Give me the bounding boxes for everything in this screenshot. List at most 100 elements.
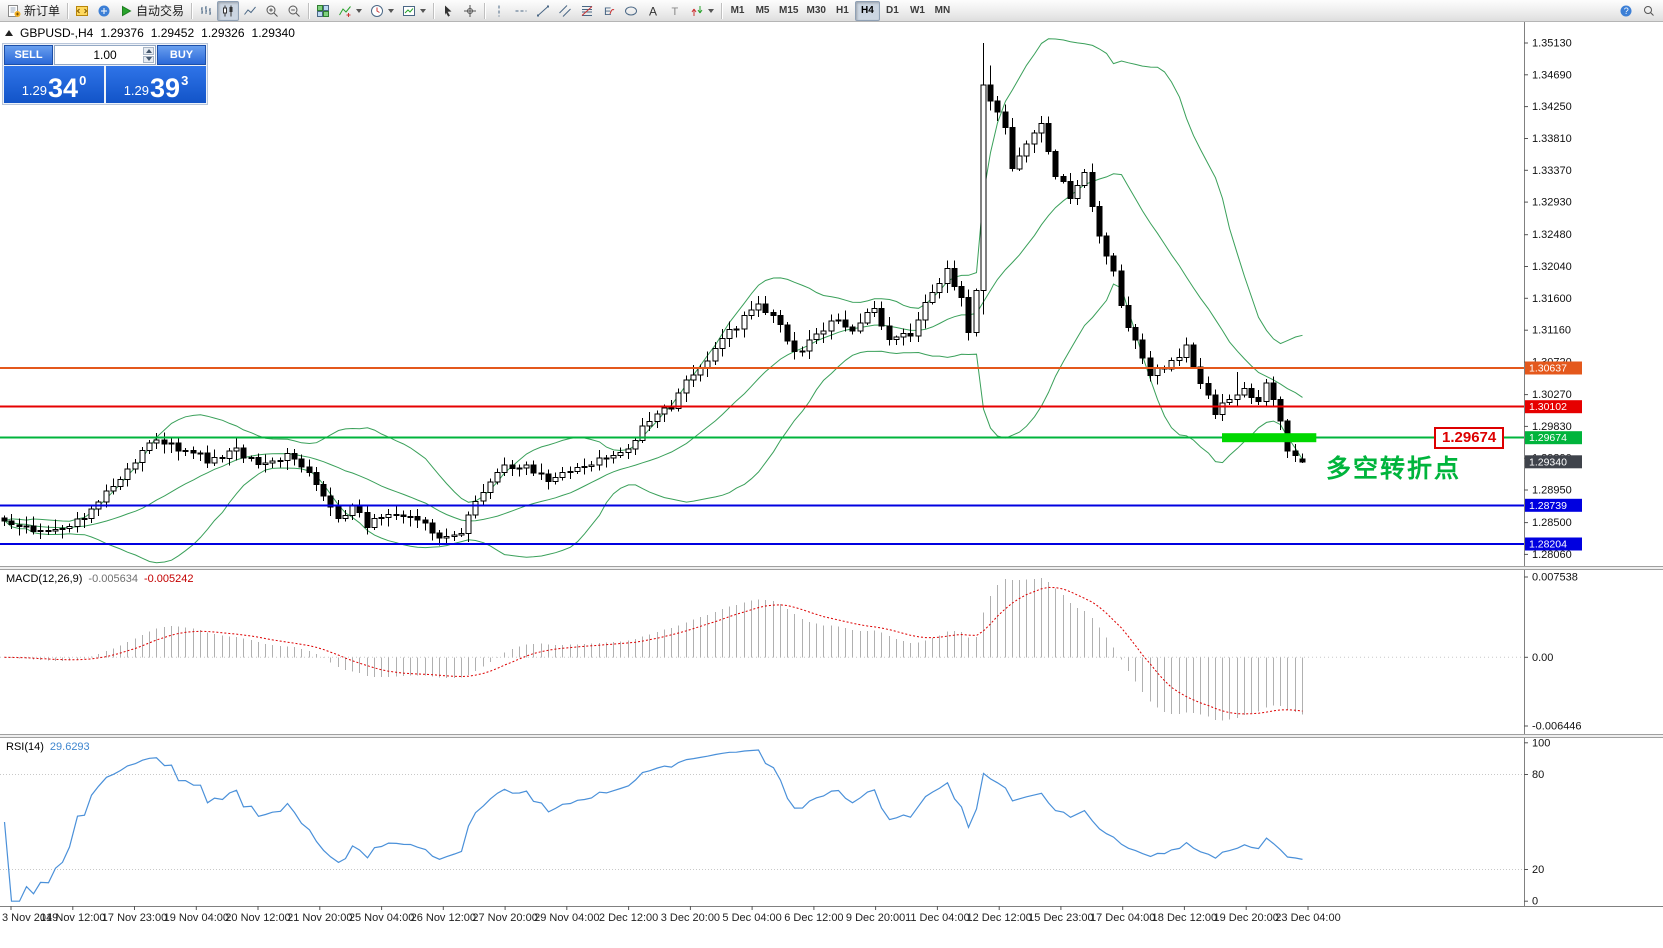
templates-button[interactable] [398,1,430,21]
high-value: 1.29452 [150,26,195,40]
vertical-line-button[interactable] [488,1,510,21]
macd-name: MACD(12,26,9) [6,573,83,585]
fibonacci-button[interactable] [576,1,598,21]
new-order-button[interactable]: 新订单 [3,1,64,21]
line-mode-button[interactable] [239,1,261,21]
tf-m30-button[interactable]: M30 [806,5,826,16]
toolbar-right-group: ? [1615,1,1660,21]
shapes-button[interactable] [620,1,642,21]
price-chart-canvas[interactable]: 1.35130 1.34690 1.34250 1.33810 1.33370 1.329… [0,22,1663,948]
crosshair-button[interactable] [459,1,481,21]
price-box-1.28739 [1525,498,1582,512]
price-box-label: 1.30102 [1529,401,1567,413]
time-tick-label: 3 Nov 2019 [2,912,58,924]
channel-icon [558,4,572,18]
tf-d1-button[interactable]: D1 [886,5,899,16]
volume-field[interactable]: 1.00 [54,45,156,65]
tf-m1-button[interactable]: M1 [730,5,745,16]
scale-tick-label: 1.32480 [1532,229,1572,241]
volume-down-button[interactable] [143,55,154,63]
time-tick-label: 29 Nov 04:00 [534,912,599,924]
dropdown-caret-icon [708,8,715,13]
search-icon [1642,4,1656,18]
help-button[interactable]: ? [1615,1,1637,21]
price-callout-label[interactable]: 1.29674 [1434,427,1505,449]
candles-mode-button[interactable] [217,0,240,21]
macd-signal-line [4,586,1303,715]
label-button[interactable]: T [664,1,686,21]
indicators-button[interactable] [334,1,366,21]
time-tick-label: 27 Nov 20:00 [472,912,537,924]
tf-w1-button[interactable]: W1 [909,5,925,16]
time-tick-label: 12 Dec 12:00 [966,912,1031,924]
elliott-icon: E [602,4,616,18]
dropdown-caret-icon [356,8,363,13]
help-icon: ? [1619,4,1633,18]
trendline-button[interactable] [532,1,554,21]
bear-candles [1,84,1306,539]
new-order-button-label: 新订单 [24,3,61,18]
rsi-name: RSI(14) [6,741,44,753]
trade-panel-collapse-icon[interactable] [5,30,13,36]
sell-price-display[interactable]: 1.29 34 0 [4,66,104,103]
market-button[interactable] [93,1,115,21]
zoom-out-icon [287,4,301,18]
market-icon [97,4,111,18]
toolbar-separator [484,2,486,19]
zoom-out-button[interactable] [283,1,305,21]
macd-histogram [11,578,1303,721]
search-button[interactable] [1638,1,1660,21]
dropdown-caret-icon [388,8,395,13]
zoom-in-button[interactable] [261,1,283,21]
arrows-button[interactable] [686,1,718,21]
highlight-bar[interactable] [1222,433,1317,443]
bars-mode-button[interactable] [195,1,217,21]
indicators-icon [338,4,352,18]
volume-value: 1.00 [93,48,117,62]
turning-point-annotation[interactable]: 多空转折点 [1326,455,1462,483]
bid-big-digits: 34 [48,73,79,104]
bid-prefix: 1.29 [21,83,48,98]
periods-button[interactable] [366,1,398,21]
low-value: 1.29326 [201,26,245,40]
scale-tick-label: 1.28060 [1532,549,1572,561]
autotrading-button[interactable]: 自动交易 [115,1,188,21]
text-button[interactable]: A [642,1,664,21]
time-tick-label: 2 Dec 12:00 [599,912,658,924]
scale-tick-label: 1.32040 [1532,261,1572,273]
elliott-wave-button[interactable]: E [598,1,620,21]
time-tick-label: 21 Nov 20:00 [287,912,352,924]
price-box-label: 1.29674 [1529,432,1567,444]
tf-m5-button[interactable]: M5 [755,5,770,16]
scale-tick-label: 1.31160 [1532,325,1571,337]
templates-icon [402,4,416,18]
horizontal-line-icon [514,4,528,18]
cursor-button[interactable] [437,1,459,21]
main-toolbar: 新订单 自动交易 E A T M1 M5 M15 M30 H1 H4 D1 W1 MN? [0,0,1663,22]
scale-tick-label: -0.006446 [1532,721,1582,733]
metaeditor-button[interactable] [71,1,93,21]
panel-separator[interactable] [0,734,1663,738]
tf-mn-button[interactable]: MN [934,5,951,16]
tile-windows-button[interactable] [312,1,334,21]
autotrading-icon [119,4,133,18]
sell-button[interactable]: SELL [4,45,53,65]
rsi-line [3,749,1303,902]
arrows-icon [690,4,704,18]
channel-button[interactable] [554,1,576,21]
volume-up-button[interactable] [143,47,154,55]
tf-h4-button[interactable]: H4 [854,0,880,21]
toolbar-separator [721,2,723,19]
panel-separator[interactable] [0,566,1663,570]
open-value: 1.29376 [100,26,144,40]
price-scale[interactable]: 1.35130 1.34690 1.34250 1.33810 1.33370 1.329… [1524,22,1663,908]
tf-h1-button[interactable]: H1 [836,5,849,16]
buy-button[interactable]: BUY [157,45,206,65]
bollinger-bands [4,38,1303,564]
time-tick-label: 25 Nov 04:00 [349,912,414,924]
buy-price-display[interactable]: 1.29 39 3 [106,66,206,103]
horizontal-line-button[interactable] [510,1,532,21]
tf-m15-button[interactable]: M15 [779,5,799,16]
scale-tick-label: 1.29830 [1532,421,1572,433]
